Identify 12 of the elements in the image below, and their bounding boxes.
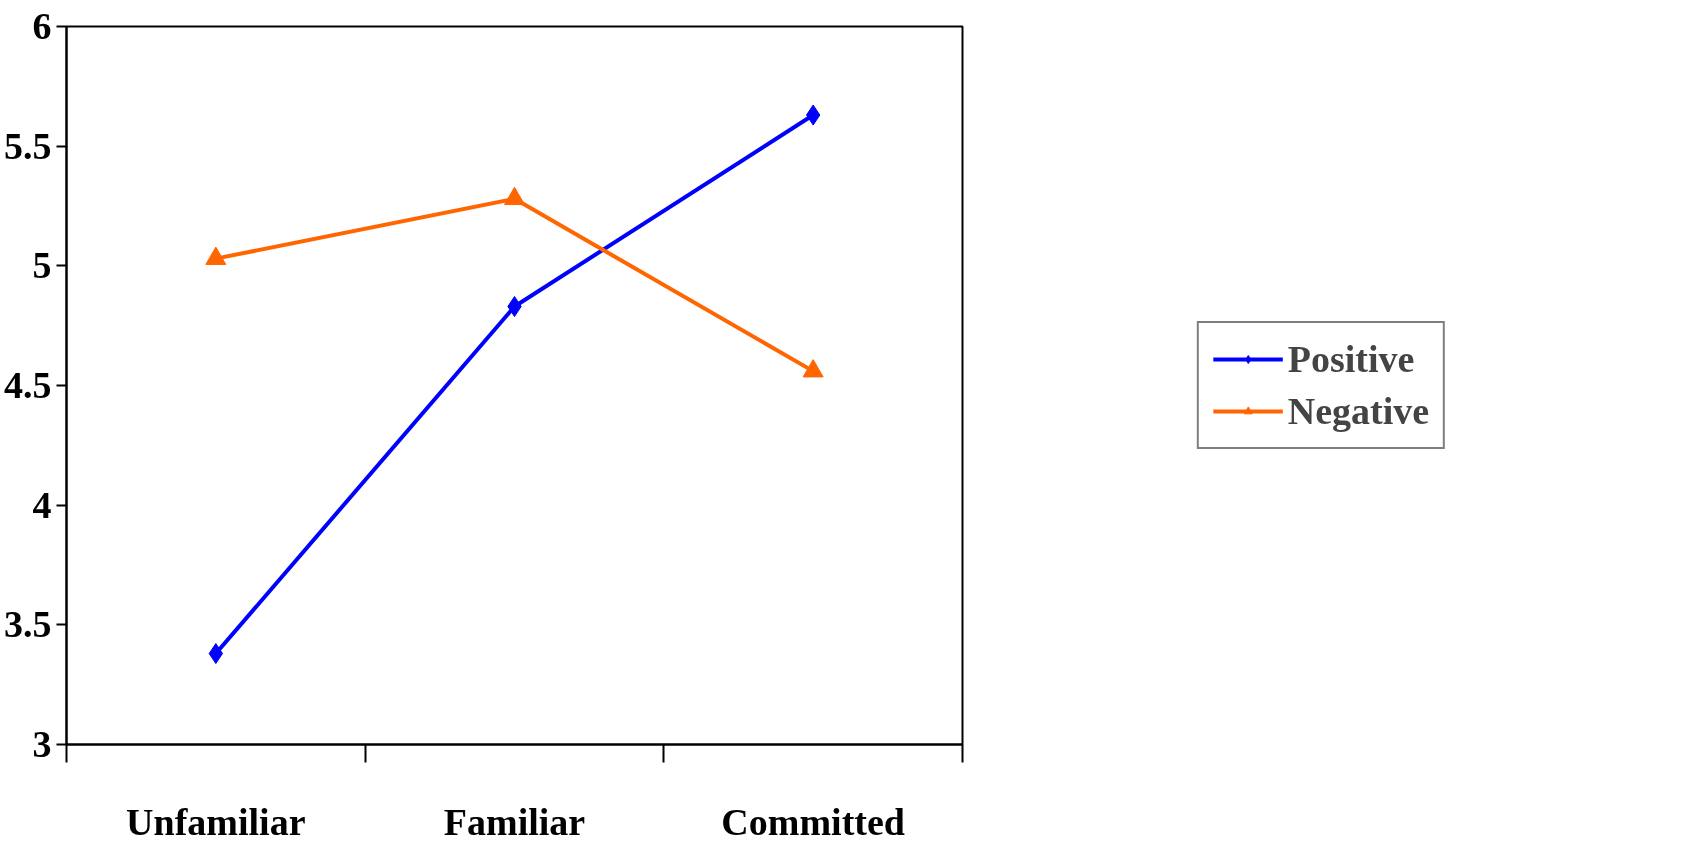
legend-label: Negative: [1287, 389, 1430, 433]
y-tick-label: 3: [32, 723, 52, 765]
y-tick-label: 4.5: [4, 364, 52, 406]
legend-label: Positive: [1287, 337, 1415, 381]
y-tick-label: 3.5: [4, 603, 52, 646]
x-tick-label: Unfamiliar: [126, 800, 306, 843]
y-tick-label: 5.5: [4, 124, 52, 167]
y-tick-label: 6: [32, 5, 52, 47]
y-tick-label: 5: [32, 244, 52, 287]
x-tick-label: Familiar: [443, 800, 586, 843]
x-tick-label: Committed: [721, 800, 905, 843]
y-tick-label: 4: [32, 483, 52, 526]
